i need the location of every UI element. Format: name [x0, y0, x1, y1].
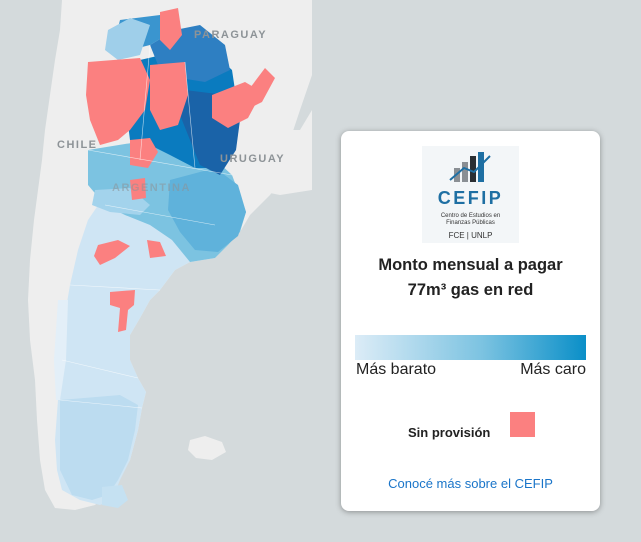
region-no-provision-la-rioja[interactable]: [130, 138, 158, 168]
logo-footer-text: FCE | UNLP: [448, 231, 493, 240]
region-north-light[interactable]: [105, 18, 150, 60]
legend-title: Monto mensual a pagar 77m³ gas en red: [341, 253, 600, 303]
no-provision-swatch: [510, 412, 535, 437]
logo-brand-text: CEFIP: [437, 188, 504, 208]
region-south-lighter[interactable]: [60, 395, 138, 500]
region-no-provision-salta[interactable]: [150, 62, 188, 130]
region-no-provision-formosa[interactable]: [160, 8, 182, 50]
region-no-provision-rio-negro[interactable]: [147, 240, 166, 258]
scale-low-label: Más barato: [356, 361, 437, 378]
legend-title-line2: 77m³ gas en red: [407, 281, 534, 299]
region-no-provision-northwest[interactable]: [86, 58, 150, 145]
info-legend-panel: CEFIP Centro de Estudios en Finanzas Púb…: [341, 131, 600, 511]
region-coast-strip: [54, 300, 68, 400]
country-label-uruguay: URUGUAY: [220, 153, 286, 165]
bar-chart-logo-icon: [449, 152, 491, 182]
cefip-info-link[interactable]: Conocé más sobre el CEFIP: [388, 476, 553, 491]
land-uruguay-brazil: [240, 110, 312, 195]
province-borders: [59, 44, 233, 409]
color-scale-gradient: [355, 335, 586, 360]
cefip-logo: CEFIP Centro de Estudios en Finanzas Púb…: [422, 146, 519, 243]
logo-subtitle-line2: Finanzas Públicas: [446, 220, 495, 226]
logo-subtitle-line1: Centro de Estudios en: [440, 213, 501, 219]
region-no-provision-neuquen[interactable]: [94, 240, 130, 265]
region-no-provision-corrientes[interactable]: [212, 82, 262, 128]
region-no-provision-misiones[interactable]: [250, 68, 275, 108]
region-buenos-aires[interactable]: [168, 168, 246, 252]
scale-high-label: Más caro: [520, 361, 586, 378]
country-label-chile: CHILE: [57, 139, 98, 151]
no-provision-label: Sin provisión: [408, 425, 491, 440]
land-southern-tip: [188, 436, 226, 460]
region-no-provision-mendoza[interactable]: [130, 178, 146, 200]
country-label-argentina: ARGENTINA: [112, 182, 191, 194]
country-label-paraguay: PARAGUAY: [194, 29, 268, 41]
legend-title-line1: Monto mensual a pagar: [378, 256, 563, 274]
region-no-provision-chubut[interactable]: [110, 290, 135, 332]
region-tierra-del-fuego[interactable]: [102, 485, 128, 508]
